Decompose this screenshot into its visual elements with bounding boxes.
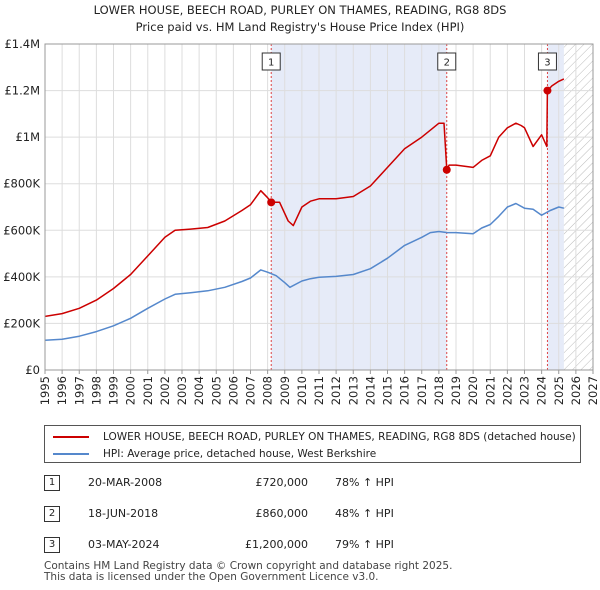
transaction-hpi-change: 78% ↑ HPI [335, 476, 394, 489]
x-tick-label: 2026 [569, 376, 583, 405]
x-tick-label: 2007 [244, 376, 258, 405]
y-tick-label: £1.4M [4, 37, 40, 51]
transaction-hpi-change: 79% ↑ HPI [335, 538, 394, 551]
x-tick-label: 2014 [363, 376, 377, 405]
sale-marker-label-box [437, 52, 457, 71]
sale-marker-label: 3 [544, 58, 550, 69]
legend-item-hpi: HPI: Average price, detached house, West… [53, 446, 376, 462]
y-tick-label: £1M [15, 130, 40, 144]
transaction-badge: 1 [44, 475, 60, 491]
x-tick-label: 2021 [483, 376, 497, 405]
ownership-period-shade [271, 44, 447, 370]
transaction-date: 18-JUN-2018 [88, 507, 159, 520]
y-tick-label: £400K [3, 270, 40, 284]
property-series-line [45, 78, 565, 318]
transaction-row: 3 03-MAY-2024 £1,200,000 79% ↑ HPI [44, 537, 464, 555]
sale-point [442, 165, 451, 174]
x-tick-label: 2008 [261, 376, 275, 405]
legend-label-hpi: HPI: Average price, detached house, West… [103, 448, 377, 460]
x-tick-label: 2009 [278, 376, 292, 405]
footer-notice: Contains HM Land Registry data © Crown c… [44, 561, 452, 583]
legend-swatch-hpi [53, 453, 89, 455]
forecast-hatch [563, 44, 593, 370]
sale-marker-label: 1 [268, 58, 274, 69]
hpi-series-line [45, 202, 565, 341]
ownership-period-shade [547, 44, 564, 370]
x-tick-label: 2013 [346, 376, 360, 405]
chart-title: LOWER HOUSE, BEECH ROAD, PURLEY ON THAME… [94, 3, 507, 17]
x-tick-label: 2016 [398, 376, 412, 405]
x-tick-label: 2003 [175, 376, 189, 405]
x-tick-label: 2015 [381, 376, 395, 405]
sale-point [543, 86, 552, 95]
x-tick-label: 2020 [466, 376, 480, 405]
x-tick-label: 2024 [535, 376, 549, 405]
transaction-badge: 3 [44, 537, 60, 553]
y-tick-label: £600K [3, 223, 40, 237]
y-tick-label: £200K [3, 316, 40, 330]
transaction-row: 1 20-MAR-2008 £720,000 78% ↑ HPI [44, 475, 464, 493]
transaction-price: £860,000 [255, 507, 309, 520]
x-tick-label: 2012 [329, 376, 343, 405]
sale-marker-label-box [261, 52, 281, 71]
x-tick-label: 2004 [192, 376, 206, 405]
x-tick-label: 2006 [226, 376, 240, 405]
y-tick-label: £1.2M [4, 84, 40, 98]
price-chart: LOWER HOUSE, BEECH ROAD, PURLEY ON THAME… [3, 3, 600, 405]
transaction-price: £720,000 [255, 476, 309, 489]
x-tick-label: 2023 [518, 376, 532, 405]
x-tick-label: 2022 [500, 376, 514, 405]
sale-marker-label-box [537, 52, 557, 71]
x-tick-label: 1998 [89, 376, 103, 405]
x-tick-label: 2019 [449, 376, 463, 405]
sale-point [267, 198, 276, 207]
transaction-row: 2 18-JUN-2018 £860,000 48% ↑ HPI [44, 506, 464, 524]
x-tick-label: 2011 [312, 376, 326, 405]
legend-label-property: LOWER HOUSE, BEECH ROAD, PURLEY ON THAME… [103, 431, 576, 443]
x-tick-label: 1997 [72, 376, 86, 405]
transaction-date: 20-MAR-2008 [88, 476, 163, 489]
transaction-hpi-change: 48% ↑ HPI [335, 507, 394, 520]
x-tick-label: 2000 [124, 376, 138, 405]
legend-swatch-property [53, 436, 89, 438]
chart-subtitle: Price paid vs. HM Land Registry's House … [136, 20, 465, 34]
transaction-price: £1,200,000 [245, 538, 308, 551]
x-tick-label: 1995 [38, 376, 52, 405]
x-tick-label: 1999 [107, 376, 121, 405]
x-tick-label: 2001 [141, 376, 155, 405]
transaction-badge: 2 [44, 506, 60, 522]
x-tick-label: 2017 [415, 376, 429, 405]
x-tick-label: 2010 [295, 376, 309, 405]
x-tick-label: 2027 [586, 376, 600, 405]
y-tick-label: £0 [25, 363, 40, 377]
x-tick-label: 2005 [209, 376, 223, 405]
footer-licence: This data is licensed under the Open Gov… [44, 571, 379, 583]
y-tick-label: £800K [3, 177, 40, 191]
x-tick-label: 2018 [432, 376, 446, 405]
x-tick-label: 1996 [55, 376, 69, 405]
legend-item-property: LOWER HOUSE, BEECH ROAD, PURLEY ON THAME… [53, 429, 576, 445]
x-tick-label: 2002 [158, 376, 172, 405]
transaction-date: 03-MAY-2024 [88, 538, 160, 551]
footer-copyright: Contains HM Land Registry data © Crown c… [44, 560, 453, 572]
sale-marker-label: 2 [444, 58, 450, 69]
chart-legend: LOWER HOUSE, BEECH ROAD, PURLEY ON THAME… [44, 425, 581, 463]
x-tick-label: 2025 [552, 376, 566, 405]
